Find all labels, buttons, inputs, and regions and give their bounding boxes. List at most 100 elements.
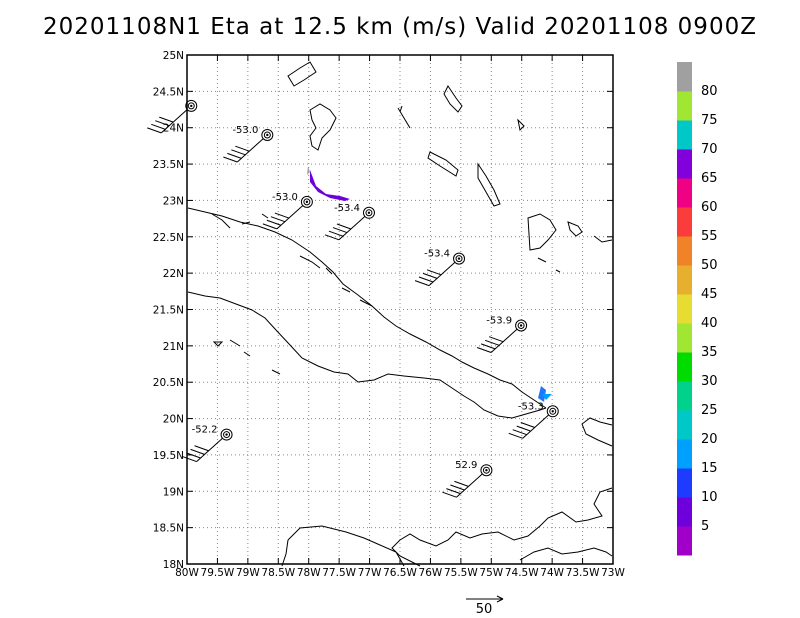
colorbar-label: 35 — [701, 345, 718, 360]
station-dot — [551, 410, 554, 413]
station-ring-inner — [455, 255, 463, 263]
wind-barb-feather — [231, 149, 246, 156]
colorbar-segment — [677, 149, 692, 179]
station-ring-inner — [365, 209, 373, 217]
wind-barb-feather — [266, 219, 282, 226]
wind-barb-feather — [426, 269, 442, 276]
island-ragged — [537, 257, 561, 273]
wind-barb-feather — [488, 336, 504, 343]
station-temperature-label: 52.9 — [455, 460, 477, 471]
wind-barb-feather — [324, 234, 340, 241]
wind-blob-cyan — [542, 394, 552, 400]
station-dot — [367, 211, 371, 214]
wind-barb-feather — [194, 445, 209, 452]
colorbar-label: 10 — [701, 490, 718, 505]
lat-tick-labels: 18N 18.5N 19N 19.5N 20N 20.5N 21N 21.5N 22N 22.5N… — [153, 50, 184, 571]
wind-barb-feather — [262, 223, 278, 230]
lat-tick-label: 21.5N — [153, 305, 184, 317]
lon-tick-label: 75.5W — [444, 567, 478, 579]
lon-tick-labels: 80W 79.5W 79W 78.5W 78W 77.5W 77W 76.5W 76W 75.5W… — [175, 567, 625, 579]
lon-tick-label: 76.5W — [383, 567, 417, 579]
lat-tick-label: 20N — [163, 414, 184, 426]
wind-barb-shaft — [196, 434, 227, 462]
lon-tick-label: 78.5W — [261, 567, 295, 579]
lon-tick-label: 75W — [479, 567, 503, 579]
wind-barb-feather — [182, 456, 197, 463]
wind-barb-feather — [235, 145, 250, 152]
station-temperature-label: -52.2 — [192, 425, 218, 436]
station-marker: -53.0 — [223, 125, 274, 163]
station-dot — [225, 433, 228, 436]
colorbar-segment — [677, 323, 692, 353]
colorbar-segment — [677, 120, 692, 150]
colorbar-segment — [677, 236, 692, 266]
coastline-cuba-north — [187, 207, 547, 409]
station-dot — [305, 200, 309, 204]
wind-barb-feather — [516, 425, 531, 432]
wind-barb-shaft — [236, 134, 268, 163]
island-small-west — [212, 341, 224, 347]
colorbar-segment — [677, 62, 692, 92]
lat-tick-label: 18N — [163, 559, 184, 571]
station-marker: -53.4 — [324, 203, 375, 241]
station-dot — [519, 324, 523, 327]
wind-barb-feather — [328, 230, 344, 237]
coastline-jamaica — [281, 525, 405, 567]
station-temperature-label: -53.4 — [424, 249, 450, 260]
station-marker: 52.9 — [442, 460, 493, 498]
station-ring-inner — [263, 131, 271, 139]
coastlines — [187, 61, 613, 567]
lon-tick-label: 77.5W — [322, 567, 356, 579]
wind-barb-feather — [336, 223, 352, 230]
lat-tick-label: 25N — [163, 50, 184, 62]
island-inagua — [567, 221, 583, 237]
island-eleuthera — [443, 85, 463, 113]
wind-barb-feather — [147, 127, 162, 134]
reference-vector-label: 50 — [476, 602, 493, 617]
lat-tick-label: 20.5N — [153, 377, 184, 389]
station-ring-inner — [223, 431, 231, 439]
wind-barb-feather — [442, 491, 457, 498]
colorbar-label: 30 — [701, 374, 718, 389]
wind-band-grey — [307, 166, 310, 175]
wind-barb-feather — [151, 123, 166, 130]
station-dot — [457, 257, 461, 260]
station-marker: -53.4 — [414, 249, 466, 287]
island-long — [477, 162, 501, 207]
colorbar-segment — [677, 497, 692, 527]
wind-barb-feather — [454, 480, 469, 487]
colorbar-segment — [677, 439, 692, 469]
lat-tick-label: 23N — [163, 195, 184, 207]
station-ring-inner — [187, 102, 195, 110]
lat-tick-label: 18.5N — [153, 523, 184, 535]
lat-tick-label: 22N — [163, 268, 184, 280]
wind-barb-feather — [480, 343, 496, 350]
station-marker: -52.2 — [182, 425, 233, 463]
lat-tick-label: 19N — [163, 486, 184, 498]
wind-barb-feather — [223, 156, 238, 163]
wind-barb-feather — [159, 116, 174, 123]
lon-tick-label: 78W — [297, 567, 321, 579]
colorbar: 5 10 15 20 25 30 35 40 45 50 55 60 65 70 75 80 — [677, 62, 718, 556]
wind-barb-feather — [414, 280, 430, 287]
reference-vector: 50 — [466, 595, 504, 617]
lon-tick-label: 74W — [540, 567, 564, 579]
lon-tick-label: 79.5W — [201, 567, 235, 579]
colorbar-label: 40 — [701, 316, 718, 331]
wind-barb-feather — [332, 227, 348, 234]
island-san-salvador — [517, 118, 525, 132]
coastline-cuba-south — [187, 291, 547, 419]
wind-band-purple — [310, 170, 350, 201]
colorbar-segment — [677, 468, 692, 498]
wind-barb-shaft — [490, 325, 522, 353]
station-ring-inner — [517, 321, 525, 329]
wind-barb-feather — [508, 432, 523, 439]
wind-barb-shaft — [428, 258, 460, 286]
station-dot — [485, 468, 488, 472]
wind-barb-feather — [446, 488, 461, 495]
lat-tick-label: 21N — [163, 341, 184, 353]
wind-barb-feather — [186, 452, 201, 459]
colorbar-label: 45 — [701, 287, 718, 302]
colorbar-segment — [677, 91, 692, 121]
